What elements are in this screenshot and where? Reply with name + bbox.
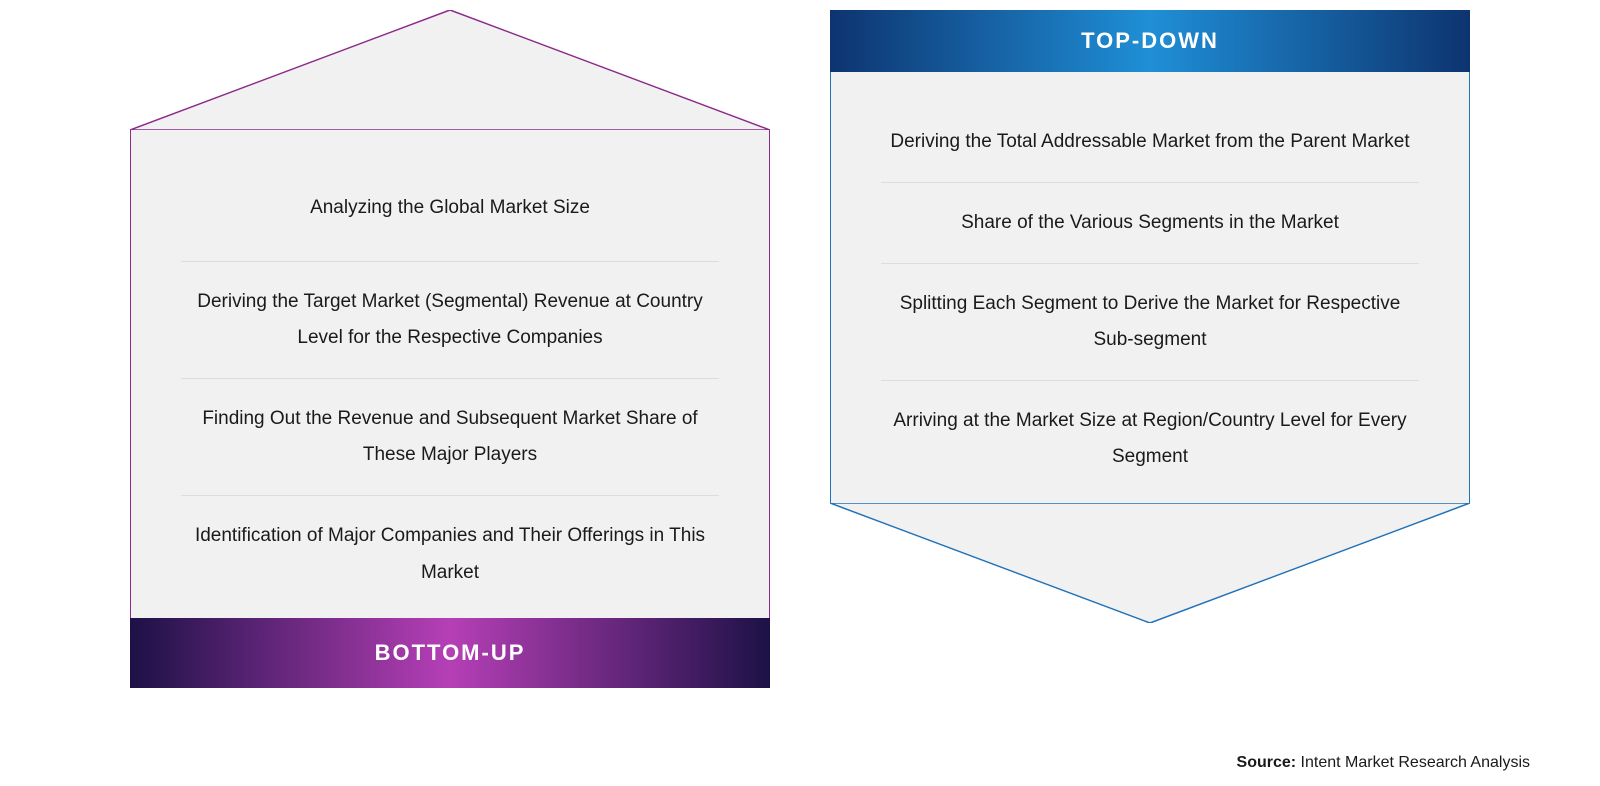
top-down-title: TOP-DOWN	[830, 10, 1470, 72]
source-text: Intent Market Research Analysis	[1296, 754, 1530, 771]
source-label: Source:	[1237, 754, 1297, 771]
top-down-body: Deriving the Total Addressable Market fr…	[830, 72, 1470, 503]
top-down-item: Deriving the Total Addressable Market fr…	[881, 102, 1419, 182]
source-line: Source: Intent Market Research Analysis	[1237, 754, 1530, 772]
bottom-up-body: Analyzing the Global Market Size Derivin…	[130, 130, 770, 618]
bottom-up-item: Identification of Major Companies and Th…	[181, 495, 719, 612]
bottom-up-title: BOTTOM-UP	[130, 618, 770, 688]
bottom-up-item: Finding Out the Revenue and Subsequent M…	[181, 378, 719, 495]
bottom-up-item: Deriving the Target Market (Segmental) R…	[181, 261, 719, 378]
bottom-up-panel: Analyzing the Global Market Size Derivin…	[130, 10, 770, 688]
top-down-panel: TOP-DOWN Deriving the Total Addressable …	[830, 10, 1470, 688]
bottom-up-item: Analyzing the Global Market Size	[181, 155, 719, 261]
top-down-item: Splitting Each Segment to Derive the Mar…	[881, 263, 1419, 380]
bottom-up-arrow-head	[130, 10, 770, 130]
top-down-arrow-head	[830, 503, 1470, 623]
top-down-item: Share of the Various Segments in the Mar…	[881, 182, 1419, 263]
top-down-item: Arriving at the Market Size at Region/Co…	[881, 380, 1419, 497]
diagram-container: Analyzing the Global Market Size Derivin…	[0, 0, 1600, 688]
